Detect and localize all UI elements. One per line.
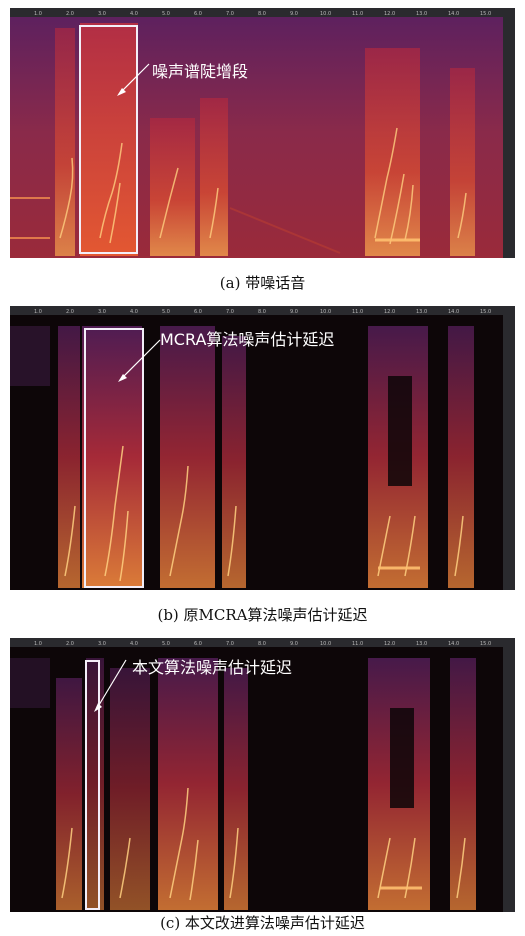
svg-text:9.0: 9.0 <box>290 641 298 647</box>
svg-text:11.0: 11.0 <box>352 11 363 17</box>
svg-text:4.0: 4.0 <box>130 11 138 17</box>
svg-text:3.0: 3.0 <box>98 641 106 647</box>
svg-text:15.0: 15.0 <box>480 11 491 17</box>
svg-text:9.0: 9.0 <box>290 309 298 315</box>
spectrogram-c: 1.0 2.0 3.0 4.0 5.0 6.0 7.0 8.0 9.0 10.0… <box>10 638 515 912</box>
svg-text:5.0: 5.0 <box>162 641 170 647</box>
time-ruler-c: 1.0 2.0 3.0 4.0 5.0 6.0 7.0 8.0 9.0 10.0… <box>10 638 515 647</box>
panel-a: 1.0 2.0 3.0 4.0 5.0 6.0 7.0 8.0 9.0 10.0… <box>10 8 515 258</box>
annotation-a: 噪声谱陡增段 <box>152 62 249 81</box>
svg-text:10.0: 10.0 <box>320 11 331 17</box>
svg-text:15.0: 15.0 <box>480 309 491 315</box>
spectrogram-a: 1.0 2.0 3.0 4.0 5.0 6.0 7.0 8.0 9.0 10.0… <box>10 8 515 258</box>
svg-text:1.0: 1.0 <box>34 309 42 315</box>
panel-b: 1.0 2.0 3.0 4.0 5.0 6.0 7.0 8.0 9.0 10.0… <box>10 306 515 590</box>
caption-b: (b) 原MCRA算法噪声估计延迟 <box>157 606 368 624</box>
svg-text:2.0: 2.0 <box>66 11 74 17</box>
highlight-box-a <box>79 25 138 254</box>
spectrogram-a-image <box>10 8 515 258</box>
panel-c: 1.0 2.0 3.0 4.0 5.0 6.0 7.0 8.0 9.0 10.0… <box>10 638 515 912</box>
svg-text:7.0: 7.0 <box>226 641 234 647</box>
frequency-scale-a <box>503 17 515 258</box>
svg-text:11.0: 11.0 <box>352 641 363 647</box>
svg-text:8.0: 8.0 <box>258 641 266 647</box>
svg-text:13.0: 13.0 <box>416 641 427 647</box>
svg-text:3.0: 3.0 <box>98 309 106 315</box>
time-ruler-a: 1.0 2.0 3.0 4.0 5.0 6.0 7.0 8.0 9.0 10.0… <box>10 8 515 17</box>
svg-text:7.0: 7.0 <box>226 309 234 315</box>
spectrogram-b-image <box>10 306 515 590</box>
highlight-box-b <box>84 328 144 588</box>
highlight-box-c <box>85 660 100 910</box>
svg-text:6.0: 6.0 <box>194 309 202 315</box>
svg-text:10.0: 10.0 <box>320 309 331 315</box>
svg-text:4.0: 4.0 <box>130 641 138 647</box>
annotation-arrow-b <box>118 339 161 382</box>
svg-text:5.0: 5.0 <box>162 11 170 17</box>
svg-text:14.0: 14.0 <box>448 309 459 315</box>
caption-a: (a) 带噪话音 <box>219 274 306 292</box>
svg-text:8.0: 8.0 <box>258 11 266 17</box>
svg-text:6.0: 6.0 <box>194 11 202 17</box>
frequency-scale-b <box>503 315 515 590</box>
svg-text:5.0: 5.0 <box>162 309 170 315</box>
svg-text:2.0: 2.0 <box>66 309 74 315</box>
svg-text:1.0: 1.0 <box>34 11 42 17</box>
svg-text:14.0: 14.0 <box>448 11 459 17</box>
svg-text:13.0: 13.0 <box>416 309 427 315</box>
svg-text:12.0: 12.0 <box>384 641 395 647</box>
spectrogram-b: 1.0 2.0 3.0 4.0 5.0 6.0 7.0 8.0 9.0 10.0… <box>10 306 515 590</box>
svg-text:2.0: 2.0 <box>66 641 74 647</box>
time-ruler-b: 1.0 2.0 3.0 4.0 5.0 6.0 7.0 8.0 9.0 10.0… <box>10 306 515 315</box>
svg-text:10.0: 10.0 <box>320 641 331 647</box>
svg-text:7.0: 7.0 <box>226 11 234 17</box>
spectrogram-c-image <box>10 638 515 912</box>
svg-text:12.0: 12.0 <box>384 309 395 315</box>
svg-text:15.0: 15.0 <box>480 641 491 647</box>
annotation-arrow-c <box>94 659 127 712</box>
annotation-arrow-a <box>117 63 150 96</box>
svg-text:9.0: 9.0 <box>290 11 298 17</box>
svg-text:4.0: 4.0 <box>130 309 138 315</box>
svg-text:3.0: 3.0 <box>98 11 106 17</box>
frequency-scale-c <box>503 647 515 912</box>
svg-text:12.0: 12.0 <box>384 11 395 17</box>
svg-text:8.0: 8.0 <box>258 309 266 315</box>
svg-text:11.0: 11.0 <box>352 309 363 315</box>
svg-text:13.0: 13.0 <box>416 11 427 17</box>
caption-c: (c) 本文改进算法噪声估计延迟 <box>160 914 365 932</box>
annotation-c: 本文算法噪声估计延迟 <box>132 658 293 677</box>
svg-text:14.0: 14.0 <box>448 641 459 647</box>
annotation-b: MCRA算法噪声估计延迟 <box>160 330 335 349</box>
svg-text:1.0: 1.0 <box>34 641 42 647</box>
svg-text:6.0: 6.0 <box>194 641 202 647</box>
